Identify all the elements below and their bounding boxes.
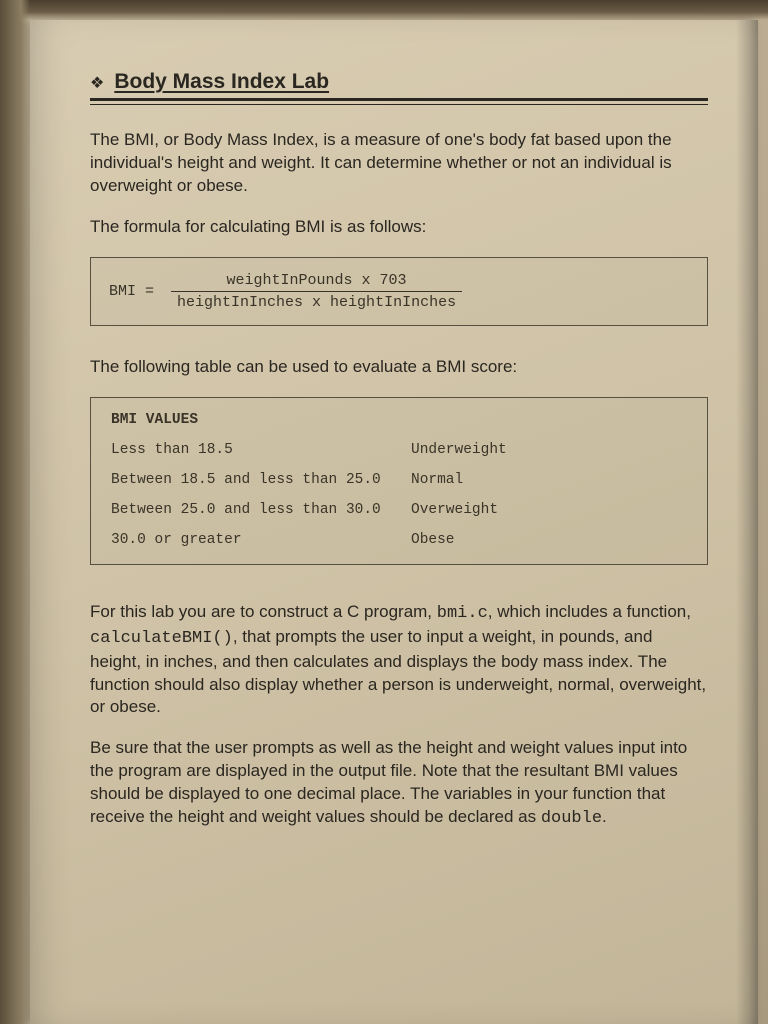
formula-lead: The formula for calculating BMI is as fo…	[90, 216, 708, 239]
intro-paragraph: The BMI, or Body Mass Index, is a measur…	[90, 129, 708, 198]
note-text: .	[602, 807, 607, 826]
bmi-range: 30.0 or greater	[111, 532, 411, 548]
code-function: calculateBMI()	[90, 629, 233, 648]
photo-top-edge	[0, 0, 768, 20]
table-row: Between 25.0 and less than 30.0 Overweig…	[111, 502, 687, 518]
formula-lhs: BMI =	[109, 283, 154, 300]
formula-box: BMI = weightInPounds x 703 heightInInche…	[90, 257, 708, 326]
bmi-range: Less than 18.5	[111, 442, 411, 458]
table-row: Less than 18.5 Underweight	[111, 442, 687, 458]
note-paragraph: Be sure that the user prompts as well as…	[90, 737, 708, 831]
task-text: , which includes a function,	[488, 602, 691, 621]
bmi-category: Obese	[411, 532, 687, 548]
bullet-diamond-icon: ❖	[90, 73, 104, 93]
title-rule	[90, 98, 708, 105]
photo-left-edge	[0, 0, 30, 1024]
task-text: For this lab you are to construct a C pr…	[90, 602, 437, 621]
task-paragraph: For this lab you are to construct a C pr…	[90, 601, 708, 720]
title-row: ❖ Body Mass Index Lab	[90, 70, 708, 94]
bmi-values-heading: BMI VALUES	[111, 412, 687, 428]
table-row: Between 18.5 and less than 25.0 Normal	[111, 472, 687, 488]
bmi-range: Between 25.0 and less than 30.0	[111, 502, 411, 518]
formula-denominator: heightInInches x heightInInches	[171, 292, 462, 311]
formula-numerator: weightInPounds x 703	[171, 272, 462, 292]
table-row: 30.0 or greater Obese	[111, 532, 687, 548]
formula-fraction: weightInPounds x 703 heightInInches x he…	[171, 272, 462, 311]
code-filename: bmi.c	[437, 604, 488, 623]
page-curl-shadow	[736, 20, 758, 1024]
bmi-category: Overweight	[411, 502, 687, 518]
table-lead: The following table can be used to evalu…	[90, 356, 708, 379]
bmi-values-box: BMI VALUES Less than 18.5 Underweight Be…	[90, 397, 708, 565]
textbook-page: ❖ Body Mass Index Lab The BMI, or Body M…	[30, 20, 758, 1024]
bmi-category: Normal	[411, 472, 687, 488]
bmi-category: Underweight	[411, 442, 687, 458]
page-title: Body Mass Index Lab	[114, 70, 329, 94]
bmi-range: Between 18.5 and less than 25.0	[111, 472, 411, 488]
code-type: double	[541, 809, 602, 828]
